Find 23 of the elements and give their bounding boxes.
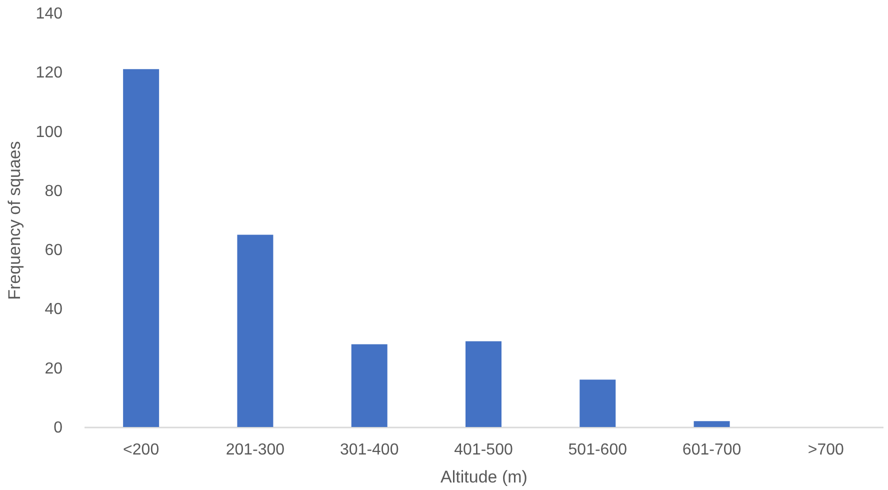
- bar: [123, 69, 160, 427]
- bar: [580, 380, 616, 427]
- y-tick-label: 80: [44, 182, 63, 200]
- x-tick-label: 301-400: [340, 442, 399, 458]
- y-axis-title: Frequency of squaes: [4, 141, 24, 300]
- y-tick-label: 60: [44, 242, 63, 260]
- x-tick-label: 401-500: [454, 442, 513, 458]
- y-tick-label: 120: [36, 64, 63, 82]
- y-tick-label: 100: [36, 124, 63, 141]
- x-tick-label: 601-700: [682, 442, 742, 458]
- x-tick-label: 201-300: [226, 442, 285, 458]
- y-tick-label: 40: [44, 301, 63, 318]
- x-tick-label: 501-600: [568, 442, 628, 458]
- y-tick-label: 140: [36, 6, 63, 22]
- x-tick-label: >700: [808, 442, 844, 458]
- y-tick-label: 0: [54, 420, 63, 436]
- bar: [351, 344, 388, 427]
- y-tick-label: 20: [44, 360, 63, 378]
- x-axis-title: Altitude (m): [440, 468, 528, 486]
- x-tick-label: <200: [123, 442, 160, 458]
- bar: [237, 234, 274, 427]
- bar: [466, 341, 502, 427]
- bar: [694, 421, 730, 427]
